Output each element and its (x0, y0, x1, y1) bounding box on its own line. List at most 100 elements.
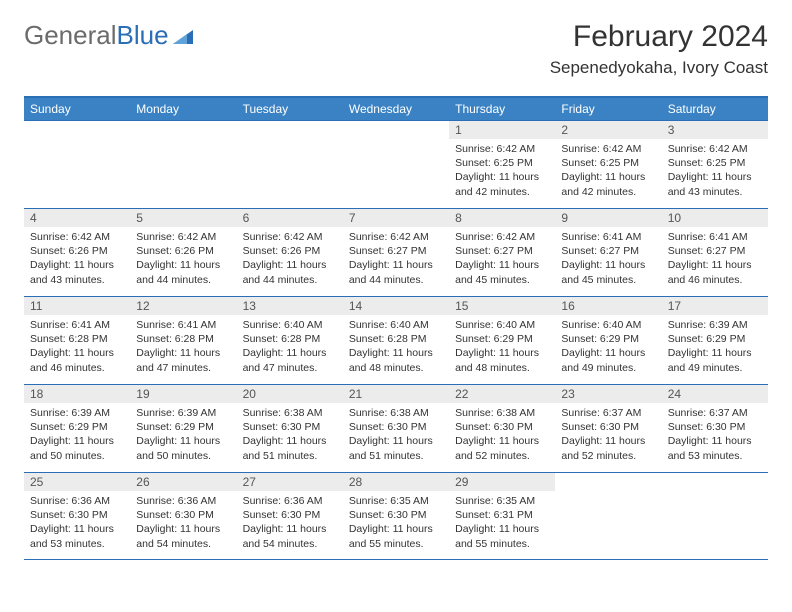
day-number: 5 (130, 209, 236, 227)
logo-text: GeneralBlue (24, 20, 169, 51)
sunrise-line: Sunrise: 6:40 AM (561, 318, 655, 332)
daylight-line: Daylight: 11 hours and 45 minutes. (561, 258, 655, 286)
sunrise-line: Sunrise: 6:38 AM (243, 406, 337, 420)
day-content: Sunrise: 6:40 AMSunset: 6:28 PMDaylight:… (237, 315, 343, 378)
calendar-cell: 2Sunrise: 6:42 AMSunset: 6:25 PMDaylight… (555, 120, 661, 208)
day-content: Sunrise: 6:40 AMSunset: 6:29 PMDaylight:… (449, 315, 555, 378)
calendar-cell (343, 120, 449, 208)
sunrise-line: Sunrise: 6:42 AM (455, 230, 549, 244)
sunset-line: Sunset: 6:29 PM (30, 420, 124, 434)
day-number: 26 (130, 473, 236, 491)
day-number: 4 (24, 209, 130, 227)
day-content: Sunrise: 6:39 AMSunset: 6:29 PMDaylight:… (24, 403, 130, 466)
day-content: Sunrise: 6:42 AMSunset: 6:27 PMDaylight:… (343, 227, 449, 290)
sunset-line: Sunset: 6:30 PM (30, 508, 124, 522)
calendar-week-row: 11Sunrise: 6:41 AMSunset: 6:28 PMDayligh… (24, 296, 768, 384)
sunrise-line: Sunrise: 6:38 AM (349, 406, 443, 420)
sunrise-line: Sunrise: 6:40 AM (349, 318, 443, 332)
weekday-header: Monday (130, 96, 236, 120)
sunset-line: Sunset: 6:29 PM (561, 332, 655, 346)
daylight-line: Daylight: 11 hours and 51 minutes. (349, 434, 443, 462)
calendar-cell: 27Sunrise: 6:36 AMSunset: 6:30 PMDayligh… (237, 472, 343, 560)
calendar-cell: 25Sunrise: 6:36 AMSunset: 6:30 PMDayligh… (24, 472, 130, 560)
daylight-line: Daylight: 11 hours and 50 minutes. (30, 434, 124, 462)
day-content: Sunrise: 6:41 AMSunset: 6:27 PMDaylight:… (662, 227, 768, 290)
day-number: 18 (24, 385, 130, 403)
daylight-line: Daylight: 11 hours and 44 minutes. (243, 258, 337, 286)
sunrise-line: Sunrise: 6:41 AM (668, 230, 762, 244)
day-number: 29 (449, 473, 555, 491)
day-content: Sunrise: 6:37 AMSunset: 6:30 PMDaylight:… (662, 403, 768, 466)
day-content: Sunrise: 6:39 AMSunset: 6:29 PMDaylight:… (662, 315, 768, 378)
calendar-cell: 4Sunrise: 6:42 AMSunset: 6:26 PMDaylight… (24, 208, 130, 296)
sunset-line: Sunset: 6:25 PM (668, 156, 762, 170)
calendar-cell: 6Sunrise: 6:42 AMSunset: 6:26 PMDaylight… (237, 208, 343, 296)
sunset-line: Sunset: 6:26 PM (30, 244, 124, 258)
weekday-header: Friday (555, 96, 661, 120)
day-number: 27 (237, 473, 343, 491)
calendar-table: SundayMondayTuesdayWednesdayThursdayFrid… (24, 96, 768, 560)
daylight-line: Daylight: 11 hours and 53 minutes. (30, 522, 124, 550)
day-content: Sunrise: 6:38 AMSunset: 6:30 PMDaylight:… (449, 403, 555, 466)
daylight-line: Daylight: 11 hours and 42 minutes. (455, 170, 549, 198)
empty-day (130, 121, 236, 139)
day-content: Sunrise: 6:42 AMSunset: 6:26 PMDaylight:… (130, 227, 236, 290)
daylight-line: Daylight: 11 hours and 43 minutes. (30, 258, 124, 286)
sunset-line: Sunset: 6:29 PM (668, 332, 762, 346)
sunset-line: Sunset: 6:30 PM (136, 508, 230, 522)
sunset-line: Sunset: 6:30 PM (243, 420, 337, 434)
location: Sepenedyokaha, Ivory Coast (550, 58, 768, 78)
calendar-cell (130, 120, 236, 208)
daylight-line: Daylight: 11 hours and 49 minutes. (561, 346, 655, 374)
sunset-line: Sunset: 6:28 PM (30, 332, 124, 346)
daylight-line: Daylight: 11 hours and 52 minutes. (561, 434, 655, 462)
calendar-cell: 22Sunrise: 6:38 AMSunset: 6:30 PMDayligh… (449, 384, 555, 472)
calendar-cell: 24Sunrise: 6:37 AMSunset: 6:30 PMDayligh… (662, 384, 768, 472)
weekday-header: Wednesday (343, 96, 449, 120)
sunset-line: Sunset: 6:26 PM (243, 244, 337, 258)
header: GeneralBlue February 2024 Sepenedyokaha,… (24, 20, 768, 78)
day-number: 25 (24, 473, 130, 491)
sunrise-line: Sunrise: 6:42 AM (455, 142, 549, 156)
day-content: Sunrise: 6:41 AMSunset: 6:27 PMDaylight:… (555, 227, 661, 290)
calendar-cell (662, 472, 768, 560)
day-number: 21 (343, 385, 449, 403)
day-content: Sunrise: 6:36 AMSunset: 6:30 PMDaylight:… (237, 491, 343, 554)
day-number: 11 (24, 297, 130, 315)
calendar-week-row: 4Sunrise: 6:42 AMSunset: 6:26 PMDaylight… (24, 208, 768, 296)
daylight-line: Daylight: 11 hours and 44 minutes. (349, 258, 443, 286)
sunrise-line: Sunrise: 6:42 AM (561, 142, 655, 156)
sunset-line: Sunset: 6:29 PM (136, 420, 230, 434)
calendar-cell: 11Sunrise: 6:41 AMSunset: 6:28 PMDayligh… (24, 296, 130, 384)
day-number: 6 (237, 209, 343, 227)
sunset-line: Sunset: 6:27 PM (668, 244, 762, 258)
day-content: Sunrise: 6:40 AMSunset: 6:28 PMDaylight:… (343, 315, 449, 378)
day-number: 10 (662, 209, 768, 227)
calendar-cell (24, 120, 130, 208)
sunrise-line: Sunrise: 6:36 AM (136, 494, 230, 508)
day-number: 8 (449, 209, 555, 227)
day-content: Sunrise: 6:42 AMSunset: 6:26 PMDaylight:… (237, 227, 343, 290)
day-number: 24 (662, 385, 768, 403)
month-title: February 2024 (550, 20, 768, 54)
day-number: 9 (555, 209, 661, 227)
sunset-line: Sunset: 6:29 PM (455, 332, 549, 346)
calendar-cell: 18Sunrise: 6:39 AMSunset: 6:29 PMDayligh… (24, 384, 130, 472)
sunset-line: Sunset: 6:25 PM (455, 156, 549, 170)
daylight-line: Daylight: 11 hours and 47 minutes. (243, 346, 337, 374)
empty-day (24, 121, 130, 139)
daylight-line: Daylight: 11 hours and 52 minutes. (455, 434, 549, 462)
calendar-cell: 20Sunrise: 6:38 AMSunset: 6:30 PMDayligh… (237, 384, 343, 472)
daylight-line: Daylight: 11 hours and 55 minutes. (349, 522, 443, 550)
sunset-line: Sunset: 6:25 PM (561, 156, 655, 170)
sunset-line: Sunset: 6:26 PM (136, 244, 230, 258)
day-content: Sunrise: 6:42 AMSunset: 6:27 PMDaylight:… (449, 227, 555, 290)
daylight-line: Daylight: 11 hours and 45 minutes. (455, 258, 549, 286)
sunset-line: Sunset: 6:30 PM (455, 420, 549, 434)
day-content: Sunrise: 6:38 AMSunset: 6:30 PMDaylight:… (237, 403, 343, 466)
empty-day (555, 473, 661, 491)
day-content: Sunrise: 6:42 AMSunset: 6:26 PMDaylight:… (24, 227, 130, 290)
calendar-cell: 28Sunrise: 6:35 AMSunset: 6:30 PMDayligh… (343, 472, 449, 560)
day-content: Sunrise: 6:42 AMSunset: 6:25 PMDaylight:… (662, 139, 768, 202)
sunrise-line: Sunrise: 6:41 AM (561, 230, 655, 244)
